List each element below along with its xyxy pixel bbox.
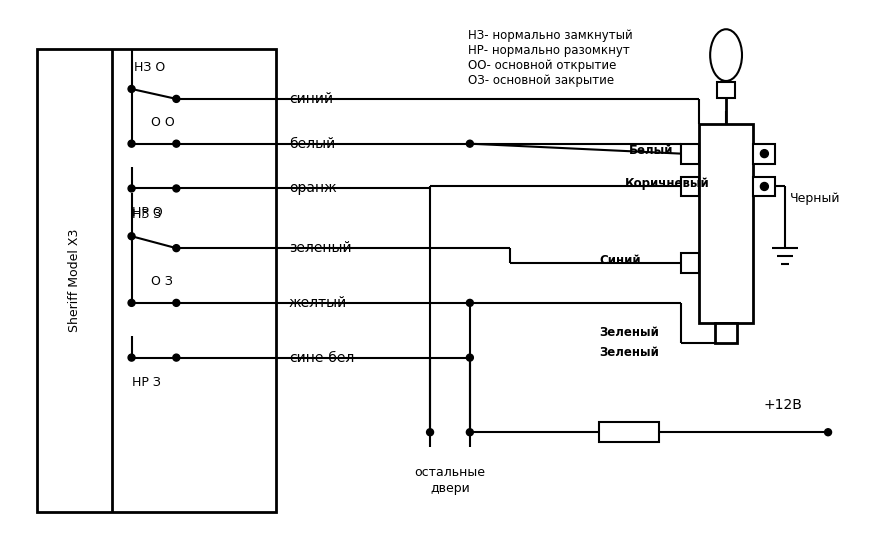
Bar	[681, 143, 698, 163]
Circle shape	[128, 233, 135, 240]
Circle shape	[760, 182, 768, 190]
Circle shape	[128, 300, 135, 306]
Text: НЗ О: НЗ О	[133, 61, 164, 74]
Circle shape	[427, 429, 433, 436]
Bar	[681, 253, 698, 273]
Circle shape	[760, 150, 768, 157]
Text: сине-бел: сине-бел	[289, 350, 354, 364]
Circle shape	[173, 244, 179, 252]
Bar	[753, 143, 775, 163]
Text: НР З: НР З	[132, 376, 160, 388]
Bar	[37, 49, 276, 512]
Text: Синий: Синий	[599, 253, 641, 267]
Text: +12В: +12В	[764, 398, 803, 412]
Circle shape	[173, 185, 179, 192]
Text: О О: О О	[151, 116, 175, 129]
Text: НЗ- нормально замкнутый
НР- нормально разомкнут
ОО- основной открытие
ОЗ- основн: НЗ- нормально замкнутый НР- нормально ра…	[468, 29, 633, 87]
Text: синий: синий	[289, 92, 333, 106]
Bar	[753, 176, 775, 196]
Text: зеленый: зеленый	[289, 241, 352, 255]
Bar	[698, 124, 753, 323]
Circle shape	[467, 429, 473, 436]
Circle shape	[467, 300, 473, 306]
Circle shape	[128, 85, 135, 93]
Text: О З: О З	[151, 275, 173, 288]
Text: Sheriff Model X3: Sheriff Model X3	[68, 229, 80, 332]
Circle shape	[173, 140, 179, 147]
Ellipse shape	[710, 29, 742, 81]
Text: Зеленый: Зеленый	[599, 346, 659, 359]
Circle shape	[825, 429, 832, 436]
Text: Зеленый: Зеленый	[599, 326, 659, 339]
Text: Черный: Черный	[790, 192, 841, 205]
Circle shape	[467, 354, 473, 361]
Text: желтый: желтый	[289, 296, 347, 310]
Circle shape	[128, 185, 135, 192]
Circle shape	[173, 354, 179, 361]
Bar	[717, 82, 735, 98]
Bar	[599, 422, 659, 442]
Text: Белый: Белый	[629, 144, 674, 157]
Bar	[715, 323, 737, 343]
Circle shape	[173, 300, 179, 306]
Text: НР О: НР О	[132, 206, 163, 219]
Circle shape	[173, 95, 179, 102]
Circle shape	[128, 140, 135, 147]
Circle shape	[467, 140, 473, 147]
Text: белый: белый	[289, 137, 335, 151]
Circle shape	[128, 354, 135, 361]
Bar	[681, 176, 698, 196]
Text: двери: двери	[431, 483, 469, 496]
Text: Коричневый: Коричневый	[625, 177, 710, 190]
Text: оранж: оранж	[289, 181, 337, 195]
Text: остальные: остальные	[415, 465, 485, 479]
Text: НЗ З: НЗ З	[132, 208, 161, 222]
